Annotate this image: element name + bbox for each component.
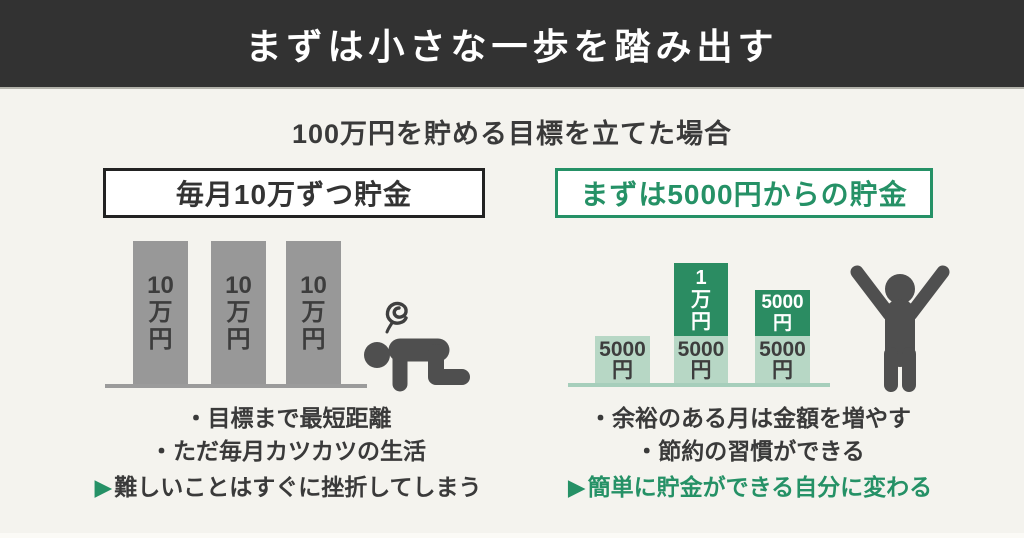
left-bar-1: 10 万円 xyxy=(133,241,188,384)
left-bar-3: 10 万円 xyxy=(286,241,341,384)
page-title: まずは小さな一歩を踏み出す xyxy=(245,25,779,67)
right-bullet-list: ・余裕のある月は金額を増やす ・節約の習慣ができる xyxy=(589,405,911,464)
header-banner: まずは小さな一歩を踏み出す xyxy=(0,0,1024,89)
right-bar-3-segment-5000: 5000 円 xyxy=(755,336,810,383)
subtitle: 100万円を貯める目標を立てた場合 xyxy=(291,119,733,149)
left-panel-title: 毎月10万ずつ貯金 xyxy=(103,168,485,218)
right-bar-3-segment-5000-top: 5000 円 xyxy=(755,290,810,336)
right-bar-1-segment-5000: 5000 円 xyxy=(595,336,650,383)
left-chart-baseline xyxy=(105,384,367,388)
arms-raised-person-icon xyxy=(843,258,958,397)
right-conclusion-text: 簡単に貯金ができる自分に変わる xyxy=(587,474,933,500)
right-conclusion: ▶簡単に貯金ができる自分に変わる xyxy=(515,468,985,502)
right-bar-2-segment-5000: 5000 円 xyxy=(674,336,728,383)
bottom-edge-strip xyxy=(0,533,1024,538)
left-bullet-list: ・目標まで最短距離 ・ただ毎月カツカツの生活 xyxy=(150,405,426,464)
frustration-swirl-icon xyxy=(385,301,408,334)
right-arrow-marker-icon: ▶ xyxy=(567,474,586,500)
left-conclusion-text: 難しいことはすぐに挫折してしまう xyxy=(114,474,482,500)
left-arrow-marker-icon: ▶ xyxy=(94,474,113,500)
right-chart-baseline xyxy=(568,383,830,387)
left-conclusion: ▶難しいことはすぐに挫折してしまう xyxy=(40,468,536,502)
kneeling-defeated-person-icon xyxy=(360,292,475,399)
right-panel-title: まずは5000円からの貯金 xyxy=(555,168,933,218)
left-bar-2: 10 万円 xyxy=(211,241,266,384)
